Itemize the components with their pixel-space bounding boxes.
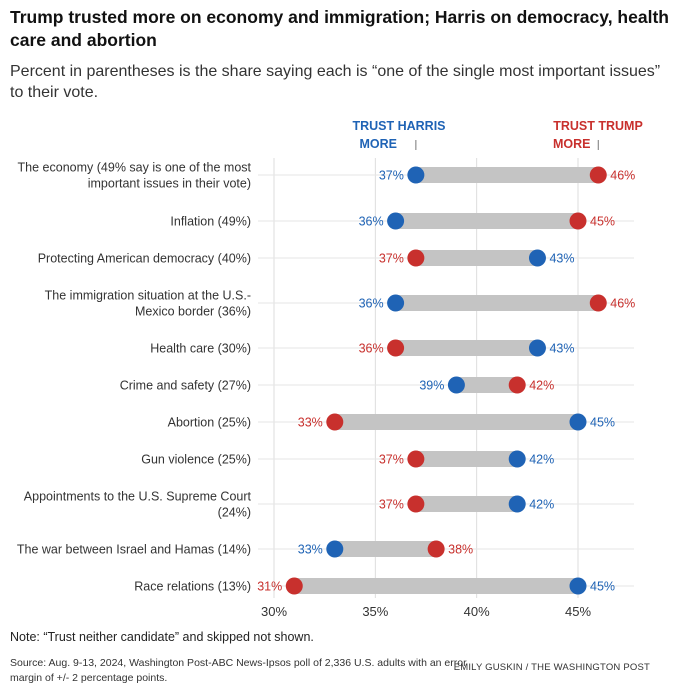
- trump-dot: [387, 339, 405, 357]
- harris-dot: [528, 249, 546, 267]
- trump-value-label: 38%: [448, 543, 473, 557]
- trump-dot: [508, 376, 526, 394]
- x-tick-label: 40%: [464, 604, 490, 619]
- harris-dot: [569, 577, 587, 595]
- dumbbell-bar: [395, 213, 578, 229]
- harris-value-label: 43%: [549, 252, 574, 266]
- harris-dot: [326, 540, 344, 558]
- category-label: Appointments to the U.S. Supreme Court: [24, 490, 252, 504]
- category-label: (24%): [218, 506, 251, 520]
- trump-value-label: 33%: [298, 416, 323, 430]
- harris-value-label: 33%: [298, 543, 323, 557]
- harris-value-label: 45%: [590, 580, 615, 594]
- trump-dot: [569, 212, 587, 230]
- dumbbell-bar: [415, 250, 538, 266]
- harris-value-label: 39%: [419, 379, 444, 393]
- trump-dot: [589, 294, 607, 312]
- legend-trump-label: MORE: [553, 137, 591, 151]
- trump-value-label: 36%: [359, 342, 384, 356]
- x-tick-label: 45%: [565, 604, 591, 619]
- category-label: Mexico border (36%): [135, 305, 251, 319]
- category-label: Gun violence (25%): [141, 453, 251, 467]
- category-label: The war between Israel and Hamas (14%): [17, 543, 251, 557]
- harris-value-label: 36%: [359, 297, 384, 311]
- trump-dot: [407, 495, 425, 513]
- chart-title: Trump trusted more on economy and immigr…: [10, 7, 669, 50]
- category-label: Inflation (49%): [170, 215, 251, 229]
- harris-value-label: 37%: [379, 169, 404, 183]
- x-tick-label: 35%: [362, 604, 388, 619]
- harris-dot: [508, 495, 526, 513]
- legend-harris-label: TRUST HARRIS: [352, 119, 445, 133]
- category-label: Crime and safety (27%): [120, 379, 251, 393]
- harris-dot: [407, 166, 425, 184]
- source-note: Source: Aug. 9-13, 2024, Washington Post…: [10, 657, 467, 684]
- credit-line: EMILY GUSKIN / THE WASHINGTON POST: [453, 662, 650, 673]
- dumbbell-chart: 30% 35% 40% 45% TRUST HARRIS MORE TRUST TRUMP M…: [17, 119, 643, 619]
- trump-value-label: 31%: [257, 580, 282, 594]
- dumbbell-bar: [415, 167, 599, 183]
- harris-dot: [447, 376, 465, 394]
- harris-dot: [387, 212, 405, 230]
- chart-subtitle: Percent in parentheses is the share sayi…: [10, 63, 661, 101]
- chart-note: Note: “Trust neither candidate” and skip…: [10, 630, 314, 644]
- trump-dot: [407, 249, 425, 267]
- trump-value-label: 37%: [379, 252, 404, 266]
- dumbbell-bar: [395, 340, 538, 356]
- legend-harris-label: MORE: [360, 137, 398, 151]
- trump-dot: [589, 166, 607, 184]
- category-label: The immigration situation at the U.S.-: [45, 289, 251, 303]
- category-label: The economy (49% say is one of the most: [18, 161, 252, 175]
- dumbbell-bar: [334, 414, 578, 430]
- harris-dot: [508, 450, 526, 468]
- dumbbell-bar: [415, 451, 518, 467]
- trump-value-label: 42%: [529, 379, 554, 393]
- harris-value-label: 43%: [549, 342, 574, 356]
- trump-value-label: 45%: [590, 215, 615, 229]
- category-label: important issues in their vote): [88, 177, 251, 191]
- trump-value-label: 37%: [379, 453, 404, 467]
- trump-dot: [326, 413, 344, 431]
- trump-value-label: 46%: [610, 297, 635, 311]
- harris-value-label: 42%: [529, 453, 554, 467]
- legend-trump-label: TRUST TRUMP: [553, 119, 643, 133]
- trump-value-label: 37%: [379, 498, 404, 512]
- category-label: Abortion (25%): [168, 416, 251, 430]
- trump-value-label: 46%: [610, 169, 635, 183]
- x-tick-label: 30%: [261, 604, 287, 619]
- category-label: Race relations (13%): [134, 580, 251, 594]
- trump-dot: [427, 540, 445, 558]
- dumbbell-bar: [334, 541, 437, 557]
- harris-dot: [569, 413, 587, 431]
- dumbbell-bar: [456, 377, 518, 393]
- harris-dot: [528, 339, 546, 357]
- dumbbell-bar: [395, 295, 599, 311]
- harris-value-label: 36%: [359, 215, 384, 229]
- harris-dot: [387, 294, 405, 312]
- trump-dot: [407, 450, 425, 468]
- harris-value-label: 45%: [590, 416, 615, 430]
- dumbbell-bar: [415, 496, 518, 512]
- dumbbell-bar: [294, 578, 578, 594]
- harris-value-label: 42%: [529, 498, 554, 512]
- category-label: Health care (30%): [150, 342, 251, 356]
- trump-dot: [285, 577, 303, 595]
- category-label: Protecting American democracy (40%): [38, 252, 251, 266]
